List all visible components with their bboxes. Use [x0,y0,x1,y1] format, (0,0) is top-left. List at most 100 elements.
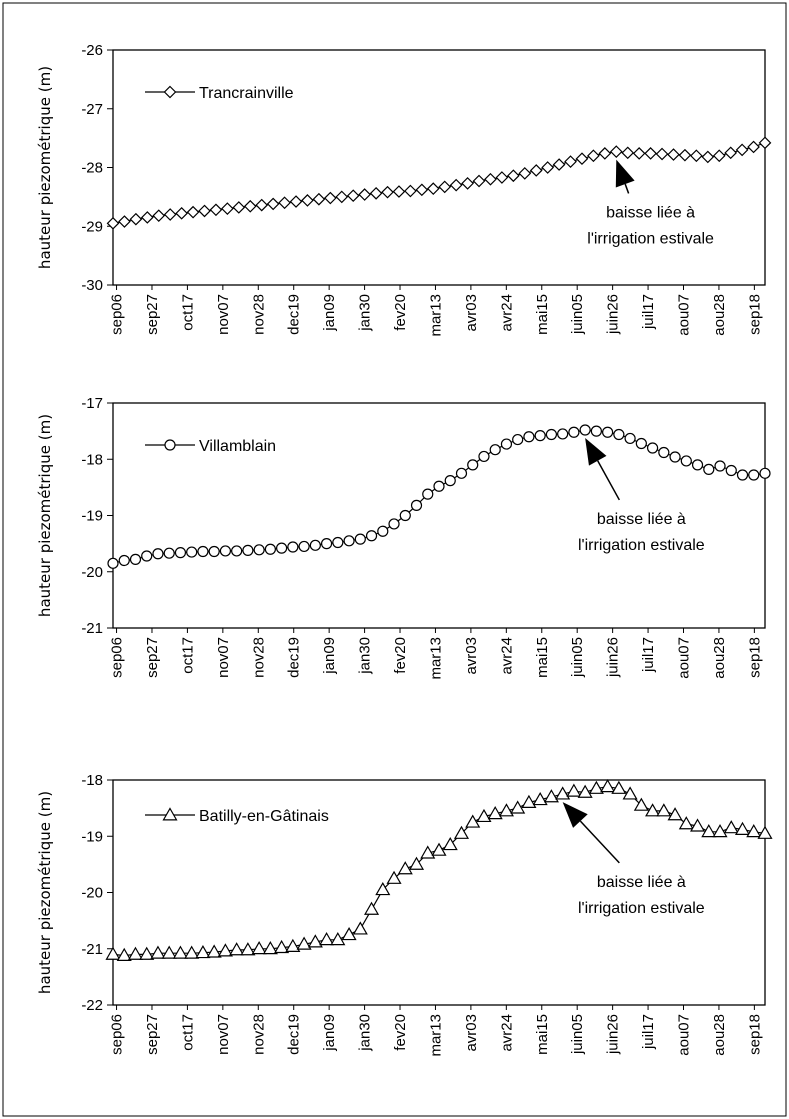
data-point [141,550,153,562]
x-tick-label: juin05 [569,294,586,335]
data-point [534,430,546,442]
annotation-line-1: baisse liée à [597,874,686,891]
x-tick-label: aou07 [676,294,693,336]
y-tick-label: -27 [81,101,103,118]
x-tick-label: dec19 [286,294,303,335]
chart-2: -17 -18 -19 -20 -21 hauteur piezométrique (m)… [36,395,771,680]
data-point [736,469,749,481]
data-point [678,816,694,830]
data-point [323,191,337,205]
x-tick-label: avr03 [463,1014,480,1052]
data-point [404,184,417,198]
data-point [209,203,223,217]
data-point [489,444,501,456]
data-point [690,149,703,163]
data-point [195,944,211,959]
data-point [633,797,649,811]
data-point [346,189,360,203]
data-point [575,152,589,166]
x-tick-label: sep27 [144,1014,161,1055]
x-tick-label: mai15 [534,1014,551,1055]
data-point [498,803,514,817]
data-point [555,786,571,800]
data-point [748,469,760,481]
data-point [510,800,526,814]
data-point [701,824,717,838]
data-point [266,197,280,211]
annotation-line-1: baisse liée à [606,204,695,221]
data-point [422,488,434,500]
data-point [408,856,425,870]
y-axis-label: hauteur piezométrique (m) [36,791,54,994]
data-point [609,145,623,158]
y-tick-label: -17 [81,395,103,412]
data-point [174,547,187,559]
data-point [365,530,378,542]
data-point [747,140,760,154]
y-tick-label: -19 [81,508,103,525]
data-point [232,201,246,214]
data-point [433,480,445,492]
data-point [335,190,349,204]
x-tick-label: sep18 [746,1014,763,1055]
data-point [564,155,577,168]
x-tick-label: jan09 [321,294,338,332]
legend-marker [163,85,177,99]
data-point [557,428,569,440]
data-point [221,202,234,215]
x-tick-label: nov28 [250,637,267,678]
legend-label: Trancrainville [199,85,294,102]
x-tick-label: nov07 [215,294,232,335]
data-point [712,824,728,838]
data-point [646,442,659,454]
chart-1: -26 -27 -28 -29 -30 hauteur piezométrique (m)… [36,42,772,337]
data-point [242,544,254,556]
data-point [724,146,738,160]
data-point [465,814,481,828]
y-tick-label: -21 [81,941,103,958]
data-point [332,536,344,549]
data-point [449,178,463,192]
data-point [484,172,497,186]
data-point [667,148,680,161]
x-tick-label: fev20 [392,1014,409,1051]
data-point [611,780,627,794]
data-point [438,180,452,194]
x-tick-label: jan30 [357,1014,374,1052]
x-tick-label: dec19 [286,1014,303,1055]
annotation-arrow-head [562,802,588,828]
data-point [644,147,657,160]
x-tick-label: avr24 [498,637,515,675]
data-point [518,167,532,180]
x-tick-label: mar13 [427,294,444,337]
data-point [377,525,389,537]
y-tick-label: -20 [81,564,103,581]
data-point [330,932,346,946]
data-point [397,861,413,875]
data-point [472,174,486,188]
y-tick-label: -19 [81,828,103,845]
data-point [566,783,582,797]
data-point [163,547,175,559]
x-tick-label: avr24 [498,1014,515,1052]
data-point [545,428,558,441]
x-tick-label: jan09 [321,1014,338,1052]
data-point [543,789,559,803]
data-point [320,538,333,550]
data-point [523,431,535,443]
data-point [175,206,188,220]
x-tick-label: oct17 [179,637,196,674]
data-point [500,438,513,450]
data-point [624,432,636,445]
data-point [746,824,762,838]
data-point [399,509,411,522]
data-point [455,467,468,479]
data-point [602,426,614,438]
charts-container: -26 -27 -28 -29 -30 hauteur piezométrique (m)… [36,42,773,1057]
data-point [129,553,142,565]
data-point [208,545,220,558]
x-tick-label: juin05 [569,1014,586,1055]
data-point [669,451,681,463]
x-tick-label: fev20 [392,294,409,331]
x-tick-label: sep06 [109,1014,126,1055]
